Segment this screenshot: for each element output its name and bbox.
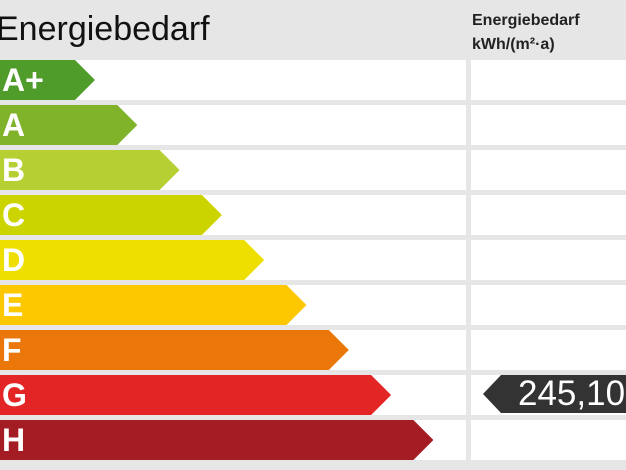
value-cell — [471, 60, 626, 100]
column-header: Energiebedarf kWh/(m²·a) — [472, 9, 580, 57]
scale-cell: H — [0, 420, 466, 460]
scale-cell: C — [0, 195, 466, 235]
energy-class-label: C — [2, 197, 26, 233]
scale-cell: A — [0, 105, 466, 145]
energy-class-row: G 245,10 — [0, 375, 626, 415]
energy-class-row: C — [0, 195, 626, 235]
value-cell — [471, 330, 626, 370]
energy-class-row: B — [0, 150, 626, 190]
energy-class-label: F — [2, 332, 22, 368]
energy-class-label: E — [2, 287, 24, 323]
scale-cell: G — [0, 375, 466, 415]
column-header-unit: kWh/(m²·a) — [472, 36, 555, 53]
energy-class-arrow: H — [0, 420, 433, 460]
value-cell — [471, 420, 626, 460]
energy-class-arrow: A — [0, 105, 137, 145]
energy-class-row: D — [0, 240, 626, 280]
scale-cell: E — [0, 285, 466, 325]
scale-cell: A+ — [0, 60, 466, 100]
energy-class-arrow: D — [0, 240, 264, 280]
energy-value-marker: 245,10 — [483, 375, 626, 413]
page-title: Energiebedarf — [0, 10, 210, 48]
energy-class-row: A+ — [0, 60, 626, 100]
energy-class-row: A — [0, 105, 626, 145]
energy-class-arrow: F — [0, 330, 349, 370]
energy-class-row: F — [0, 330, 626, 370]
energy-class-label: A+ — [2, 62, 44, 98]
energy-class-label: H — [2, 422, 26, 458]
energy-class-row: H — [0, 420, 626, 460]
value-cell — [471, 285, 626, 325]
value-cell — [471, 150, 626, 190]
energy-class-arrow: A+ — [0, 60, 95, 100]
value-cell — [471, 105, 626, 145]
energy-class-row: E — [0, 285, 626, 325]
column-header-title: Energiebedarf — [472, 12, 580, 29]
energy-class-label: G — [2, 377, 27, 413]
value-cell — [471, 195, 626, 235]
energy-value: 245,10 — [518, 374, 626, 413]
energy-class-label: A — [2, 107, 26, 143]
energy-class-label: D — [2, 242, 26, 278]
scale-cell: B — [0, 150, 466, 190]
energy-class-arrow: E — [0, 285, 307, 325]
energy-class-arrow: B — [0, 150, 180, 190]
energy-class-label: B — [2, 152, 26, 188]
scale-cell: D — [0, 240, 466, 280]
energy-class-arrow: G — [0, 375, 391, 415]
energy-class-arrow: C — [0, 195, 222, 235]
scale-cell: F — [0, 330, 466, 370]
value-cell — [471, 240, 626, 280]
